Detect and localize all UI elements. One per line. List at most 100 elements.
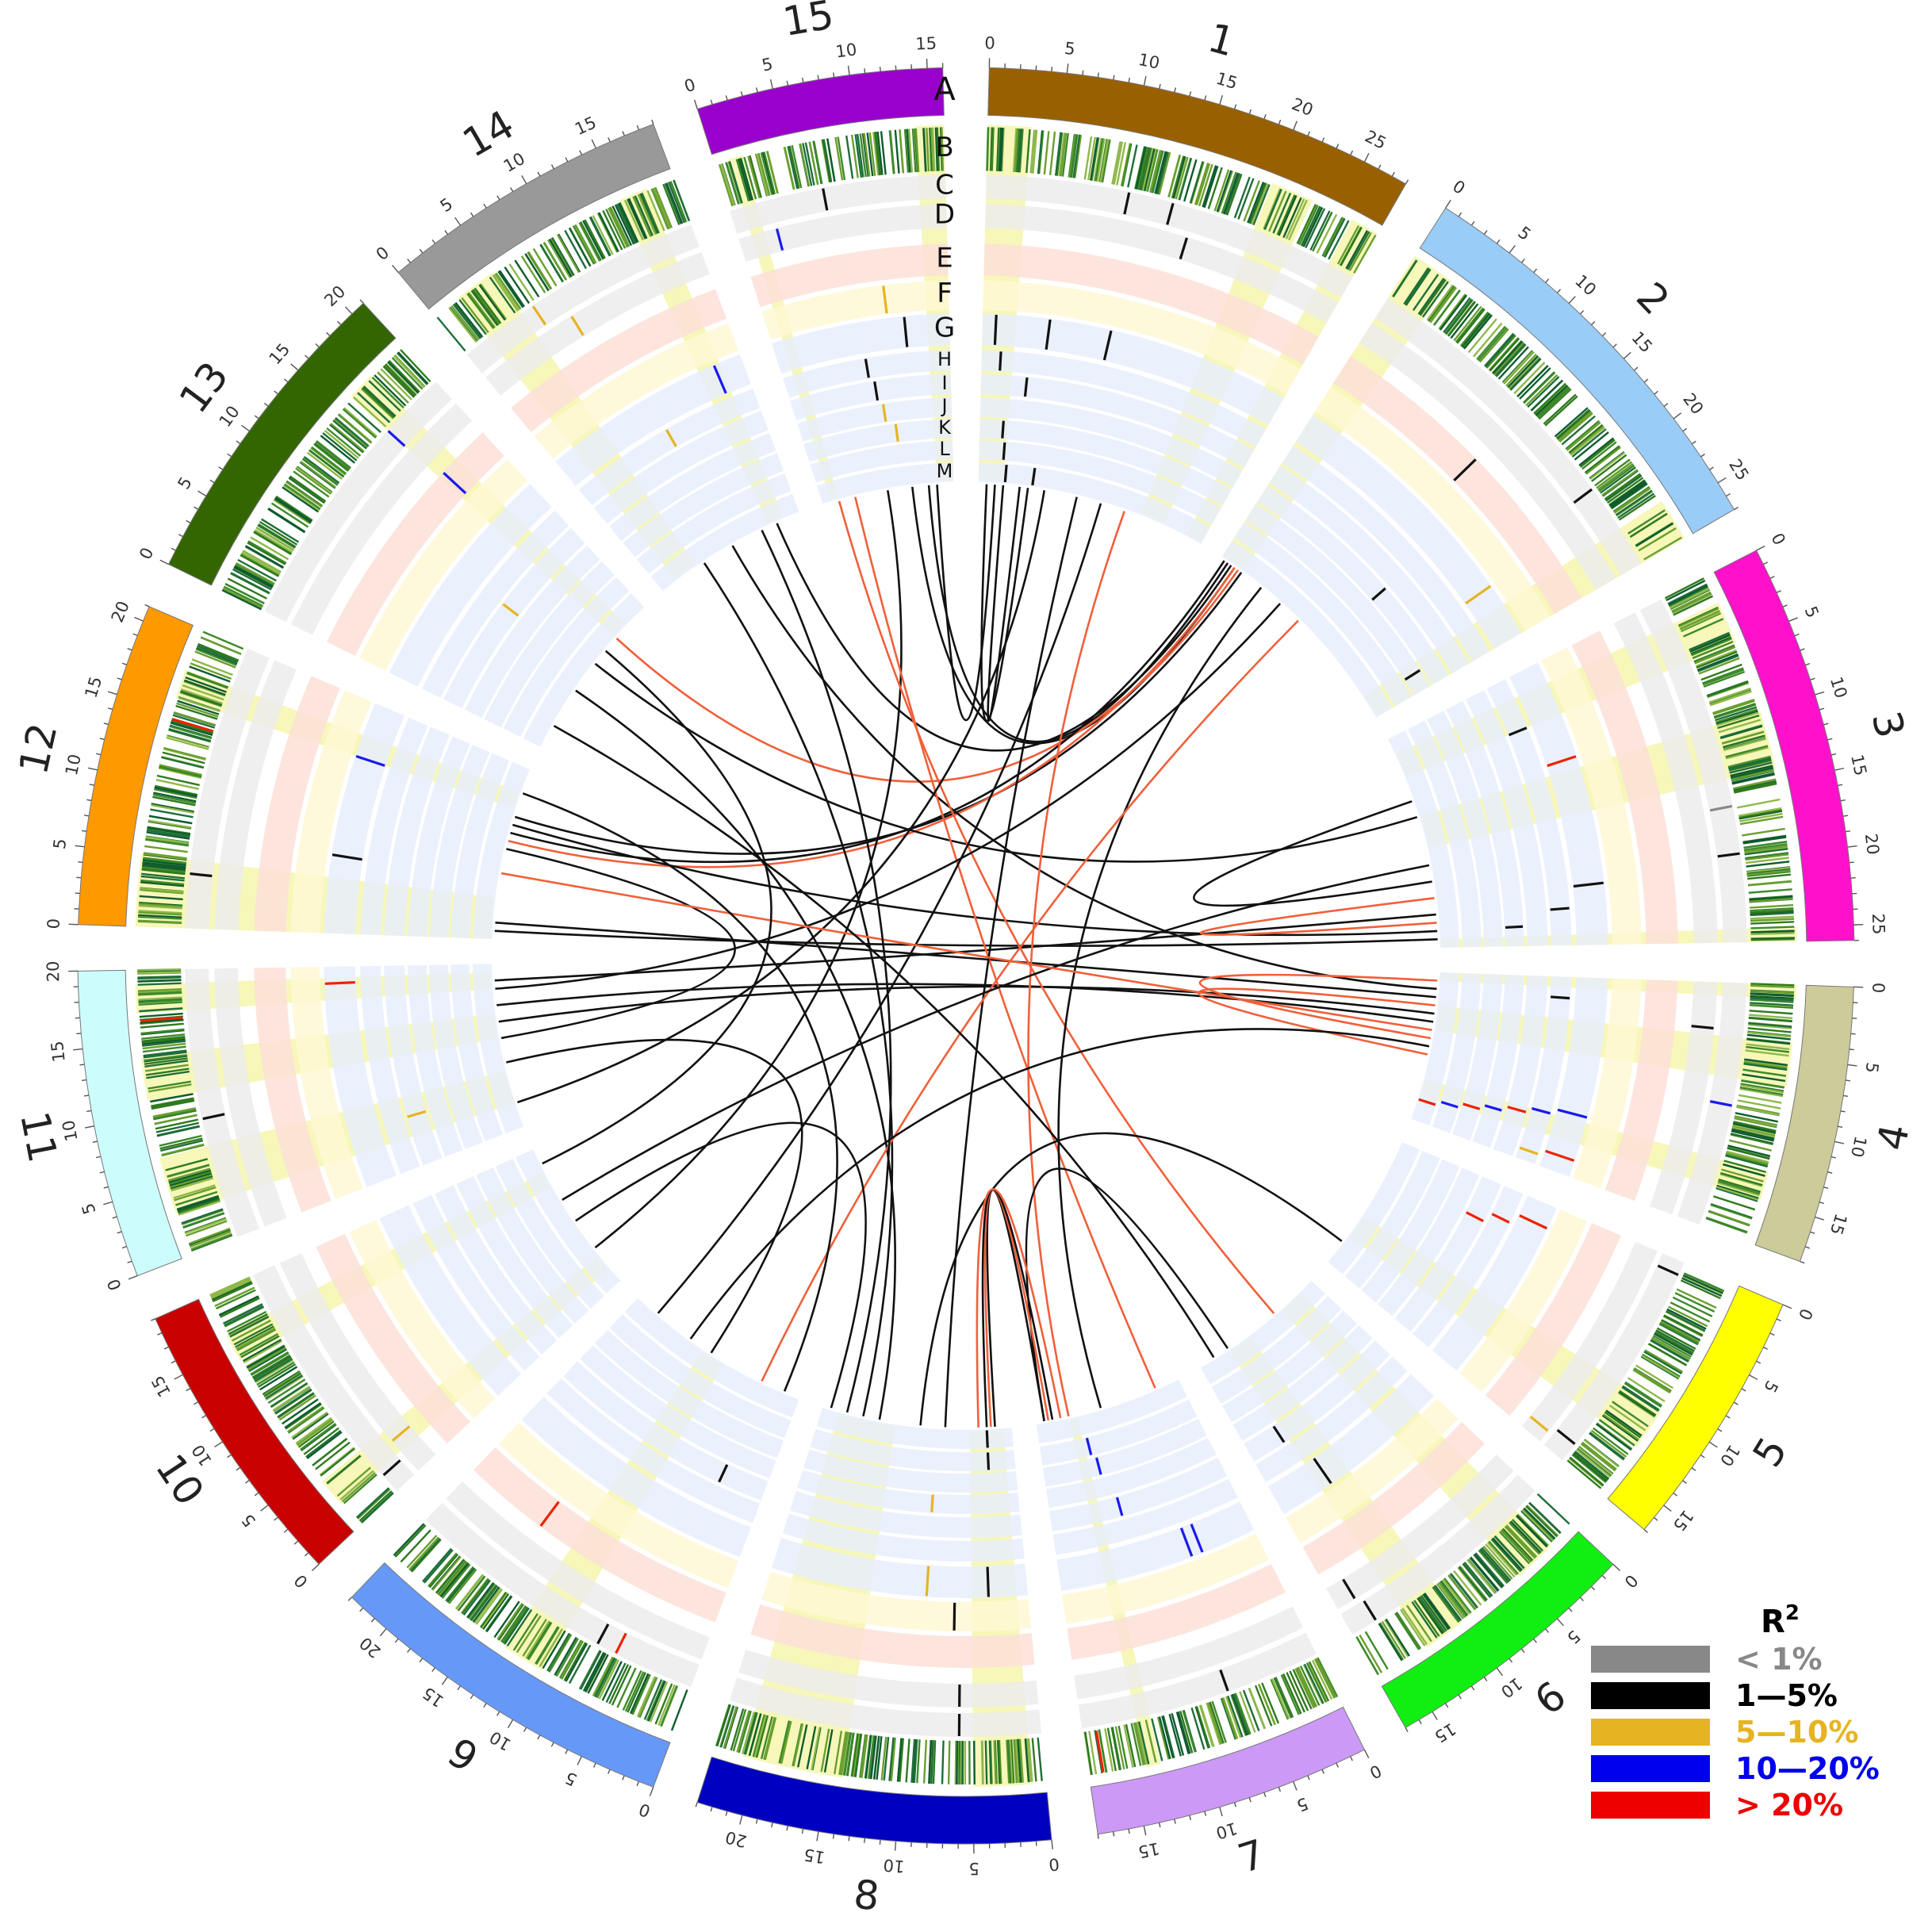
track-L-chr1 (979, 440, 1221, 525)
marker-chr8 (851, 1733, 859, 1777)
marker-chr10 (233, 1323, 274, 1346)
tick-label-chr7: 0 (1367, 1761, 1385, 1782)
marker-chr3 (1664, 577, 1704, 600)
qtl-chr4-I-27 (1507, 1106, 1527, 1114)
marker-chr14 (473, 288, 500, 325)
marker-chr6 (1424, 1592, 1451, 1629)
marker-chr10 (267, 1378, 306, 1405)
marker-chr13 (362, 385, 397, 418)
qtl-chr9-C-62 (596, 1623, 610, 1645)
marker-chr14 (479, 283, 508, 320)
tick-chr4 (1850, 1033, 1856, 1035)
marker-chr1 (1137, 147, 1149, 190)
marker-chr3 (1728, 759, 1772, 772)
ideogram-chr11 (77, 969, 182, 1277)
track-H-chr14 (578, 388, 761, 506)
track-H-chr10 (412, 1194, 540, 1371)
marker-chr11 (137, 976, 182, 980)
marker-chr1 (1135, 146, 1147, 190)
marker-chr3 (1693, 644, 1735, 663)
marker-chr6 (1492, 1537, 1523, 1571)
marker-chr8 (811, 1727, 821, 1770)
qtl-chr15-K-89 (894, 424, 899, 442)
tick-chr6 (1556, 1618, 1564, 1627)
tick-label-chr2: 25 (1725, 456, 1753, 484)
marker-chr13 (400, 349, 431, 383)
marker-chr4 (1715, 1186, 1758, 1202)
marker-chr3 (1690, 636, 1732, 656)
marker-chr15 (739, 158, 754, 201)
link-1-8-26 (944, 496, 1078, 1428)
marker-chr12 (200, 636, 242, 655)
tick-chr13 (209, 479, 215, 484)
marker-chr5 (1650, 1339, 1689, 1363)
marker-chr12 (195, 648, 237, 666)
marker-chr4 (1717, 1182, 1760, 1197)
marker-chr12 (151, 803, 194, 815)
track-I-chr11 (384, 965, 443, 1166)
tick-label-chr10: 5 (238, 1510, 259, 1530)
marker-chr4 (1723, 1160, 1767, 1174)
link-2-11-30 (495, 603, 1282, 990)
chromosome-label-9: 9 (439, 1729, 485, 1781)
track-F-chr15 (761, 280, 949, 340)
marker-chr14 (492, 274, 519, 312)
marker-chr4 (1705, 1217, 1748, 1234)
marker-chr9 (437, 1560, 467, 1596)
track-L-chr5 (1344, 1150, 1440, 1289)
marker-chr1 (1138, 147, 1151, 190)
marker-chr13 (267, 507, 306, 533)
marker-chr11 (140, 1022, 184, 1029)
marker-chr9 (624, 1671, 645, 1712)
marker-chr7 (1289, 1670, 1309, 1712)
marker-chr10 (305, 1429, 342, 1459)
link-13-2-6 (615, 569, 1239, 783)
marker-chr13 (347, 402, 381, 433)
marker-chr12 (194, 650, 236, 669)
marker-chr11 (138, 1001, 182, 1006)
track-K-chr1 (979, 419, 1232, 506)
marker-chr1 (1060, 132, 1068, 177)
marker-chr10 (211, 1280, 252, 1301)
marker-chr9 (427, 1552, 458, 1588)
marker-chr1 (1043, 131, 1050, 175)
marker-chr12 (166, 736, 209, 750)
marker-chr10 (336, 1466, 372, 1497)
tick-chr13 (241, 424, 250, 431)
tick-label-chr2: 10 (1571, 271, 1600, 300)
tick-chr2 (1623, 351, 1631, 359)
track-F-chr4 (1573, 978, 1642, 1189)
marker-chr11 (153, 1109, 197, 1120)
track-M-chr1 (978, 462, 1210, 544)
marker-chr9 (448, 1568, 477, 1604)
marker-chr1 (1014, 128, 1019, 173)
marker-chr13 (313, 443, 349, 472)
tick-chr5 (1776, 1318, 1781, 1322)
marker-chr13 (250, 536, 289, 561)
tick-chr11 (96, 1156, 102, 1159)
qtl-chr4-H-33 (1519, 1146, 1539, 1156)
track-E-chr12 (254, 676, 341, 932)
tick-chr2 (1557, 289, 1562, 293)
marker-chr3 (1700, 663, 1742, 681)
tick-chr3 (1842, 815, 1849, 817)
link-1-7-28 (1027, 511, 1125, 1417)
marker-chr9 (643, 1679, 663, 1720)
marker-chr4 (1746, 1033, 1791, 1041)
marker-chr13 (387, 361, 420, 394)
marker-chr13 (320, 435, 355, 464)
marker-chr13 (232, 568, 272, 591)
marker-chr14 (548, 238, 573, 278)
qtl-chr6-D-45 (1342, 1578, 1356, 1600)
marker-chr3 (1729, 761, 1773, 774)
tick-chr13 (290, 363, 299, 371)
marker-chr1 (989, 127, 993, 171)
marker-chr6 (1466, 1558, 1497, 1594)
marker-chr4 (1734, 1117, 1777, 1129)
marker-chr15 (903, 128, 910, 173)
track-H-chr2 (1282, 445, 1490, 662)
marker-chr11 (181, 1208, 224, 1225)
track-L-chr15 (810, 440, 953, 483)
track-J-chr13 (465, 545, 600, 719)
marker-chr2 (1418, 278, 1446, 316)
